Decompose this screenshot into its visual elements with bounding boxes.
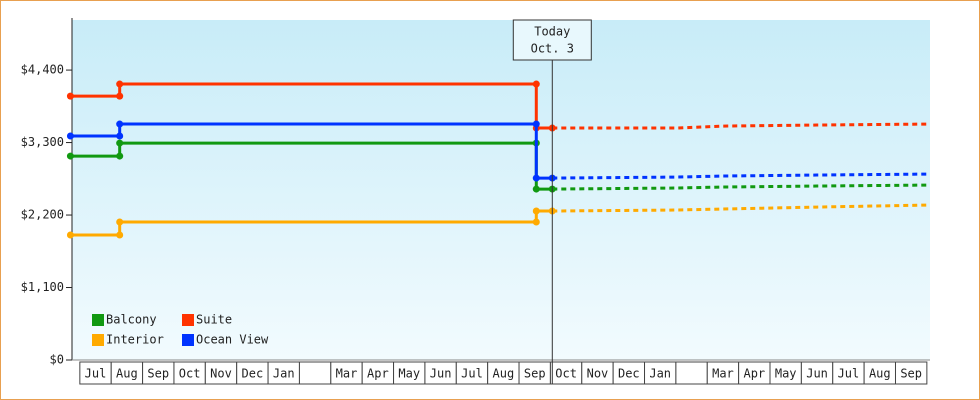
today-label: Oct. 3 xyxy=(531,42,574,56)
y-tick-label: $1,100 xyxy=(21,280,64,294)
x-tick-label: Sep xyxy=(147,367,169,381)
legend-label: Ocean View xyxy=(196,333,269,347)
data-point xyxy=(116,120,124,128)
data-point xyxy=(116,80,124,88)
y-tick-label: $2,200 xyxy=(21,208,64,222)
x-tick-label: Dec xyxy=(242,367,264,381)
data-point xyxy=(116,231,124,239)
x-tick-label: Oct xyxy=(179,367,201,381)
legend-swatch xyxy=(92,334,104,346)
forecast-line xyxy=(552,183,930,191)
x-tick-label: Sep xyxy=(900,367,922,381)
x-tick-label: Jul xyxy=(461,367,483,381)
x-tick-label: Sep xyxy=(524,367,546,381)
x-tick-label: May xyxy=(398,367,420,381)
x-tick-label: Mar xyxy=(336,367,358,381)
x-category-cell xyxy=(675,361,708,385)
x-tick-label: Jul xyxy=(85,367,107,381)
y-tick-label: $0 xyxy=(50,353,64,367)
x-tick-label: Aug xyxy=(493,367,515,381)
today-label: Today xyxy=(534,25,570,39)
data-point xyxy=(116,132,124,140)
data-point xyxy=(66,152,74,160)
y-tick-label: $4,400 xyxy=(21,63,64,77)
x-tick-label: May xyxy=(775,367,797,381)
data-point xyxy=(532,174,540,182)
x-tick-label: Apr xyxy=(743,367,765,381)
data-point xyxy=(532,218,540,226)
data-point xyxy=(66,132,74,140)
x-tick-label: Jun xyxy=(430,367,452,381)
data-point xyxy=(532,207,540,215)
x-tick-label: Mar xyxy=(712,367,734,381)
data-point xyxy=(116,152,124,160)
x-tick-label: Oct xyxy=(555,367,577,381)
legend-swatch xyxy=(92,314,104,326)
x-tick-label: Jan xyxy=(649,367,671,381)
x-tick-label: Apr xyxy=(367,367,389,381)
x-tick-label: Nov xyxy=(587,367,609,381)
plot-area xyxy=(72,20,930,360)
forecast-line xyxy=(552,172,930,180)
legend-swatch xyxy=(182,334,194,346)
data-point xyxy=(116,92,124,100)
x-tick-label: Jan xyxy=(273,367,295,381)
data-point xyxy=(116,218,124,226)
x-tick-label: Aug xyxy=(116,367,138,381)
data-point xyxy=(116,139,124,147)
legend-swatch xyxy=(182,314,194,326)
x-tick-label: Aug xyxy=(869,367,891,381)
forecast-line xyxy=(552,122,930,130)
data-point xyxy=(66,231,74,239)
x-tick-label: Jun xyxy=(806,367,828,381)
legend-label: Balcony xyxy=(106,313,157,327)
x-tick-label: Jul xyxy=(838,367,860,381)
data-point xyxy=(66,92,74,100)
data-point xyxy=(532,185,540,193)
data-point xyxy=(532,120,540,128)
legend-label: Suite xyxy=(196,313,232,327)
data-point xyxy=(532,80,540,88)
y-tick-label: $3,300 xyxy=(21,135,64,149)
x-category-cell xyxy=(298,361,332,385)
x-category-cell xyxy=(894,361,928,385)
legend-label: Interior xyxy=(106,333,164,347)
forecast-line xyxy=(552,203,930,213)
today-box xyxy=(512,19,592,61)
x-tick-label: Dec xyxy=(618,367,640,381)
x-tick-label: Nov xyxy=(210,367,232,381)
